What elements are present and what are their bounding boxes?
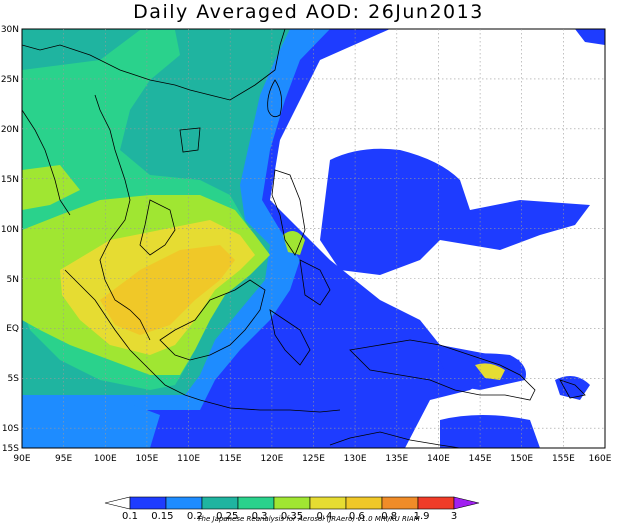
lat-label: 15N <box>1 175 19 185</box>
colorbar-tick-label: 0.1 <box>122 511 138 522</box>
colorbar-arrow-low <box>104 496 131 510</box>
lat-label: 15S <box>2 444 19 454</box>
grid-lines <box>22 29 605 448</box>
colorbar-tick-label: 0.6 <box>349 511 365 522</box>
lat-label: 5N <box>7 275 19 285</box>
colorbar-tick-label: 0.35 <box>281 511 303 522</box>
aod-region-green-north <box>140 30 175 55</box>
colorbar-swatch <box>345 496 383 510</box>
lon-label: 100E <box>94 454 117 464</box>
map-title: Daily Averaged AOD: 26Jun2013 <box>133 1 484 23</box>
colorbar-swatch <box>165 496 203 510</box>
aod-region-blue-east <box>320 148 590 275</box>
colorbar-tick-label: 0.3 <box>252 511 268 522</box>
lon-label: 135E <box>385 454 408 464</box>
lat-labels: 30N 25N 20N 15N 10N 5N EQ 5S 10S 15S <box>1 25 19 454</box>
aod-region-blue-ne <box>575 29 605 45</box>
lon-label: 150E <box>510 454 533 464</box>
aod-region-blue-south <box>440 415 540 448</box>
colorbar-tick-label: 0.8 <box>381 511 397 522</box>
lat-label: 20N <box>1 125 19 135</box>
lat-label: 10N <box>1 225 19 235</box>
aod-region-lightblue-south <box>22 400 160 448</box>
colorbar-swatch <box>417 496 455 510</box>
aod-region-lime-west <box>22 165 80 210</box>
lon-label: 155E <box>552 454 575 464</box>
lon-label: 140E <box>427 454 450 464</box>
lon-label: 130E <box>344 454 367 464</box>
colorbar-tick-label: 1.9 <box>414 511 430 522</box>
colorbar-tick-label: 0.15 <box>151 511 173 522</box>
colorbar-swatch <box>201 496 239 510</box>
colorbar-swatch <box>381 496 419 510</box>
lon-label: 145E <box>469 454 492 464</box>
lon-label: 115E <box>219 454 242 464</box>
lon-label: 125E <box>302 454 325 464</box>
colorbar-swatch <box>129 496 167 510</box>
lon-label: 120E <box>260 454 283 464</box>
lat-label: 25N <box>1 75 19 85</box>
colorbar-tick-label: 0.2 <box>187 511 203 522</box>
lat-label: 10S <box>2 424 19 434</box>
aod-region-yellow-ne <box>475 363 505 380</box>
aod-region-blue-se <box>555 376 590 400</box>
lon-label: 110E <box>177 454 200 464</box>
colorbar: 0.1 0.15 0.2 0.25 0.3 0.35 0.4 0.6 0.8 1.9 3 <box>104 496 480 522</box>
aod-region-lime-luzon <box>283 231 305 255</box>
lon-label: 105E <box>135 454 158 464</box>
lat-label: EQ <box>6 324 19 334</box>
lon-labels: 90E 95E 100E 105E 110E 115E 120E 125E 13… <box>13 454 611 464</box>
colorbar-tick-label: 0.4 <box>316 511 332 522</box>
credit-line: The Japanese Reanalysis for Aerosol (JRA… <box>197 515 420 523</box>
coastlines <box>21 28 586 449</box>
colorbar-swatch <box>309 496 347 510</box>
lon-label: 95E <box>55 454 72 464</box>
colorbar-swatch <box>237 496 275 510</box>
lat-label: 5S <box>8 374 20 384</box>
aod-field <box>22 29 605 448</box>
lat-label: 30N <box>1 25 19 35</box>
colorbar-arrow-high <box>453 496 480 510</box>
colorbar-tick-label: 3 <box>451 511 457 522</box>
aod-region-orange <box>100 245 235 335</box>
colorbar-swatch <box>273 496 311 510</box>
lon-label: 160E <box>589 454 612 464</box>
colorbar-tick-label: 0.25 <box>216 511 238 522</box>
lon-label: 90E <box>13 454 30 464</box>
